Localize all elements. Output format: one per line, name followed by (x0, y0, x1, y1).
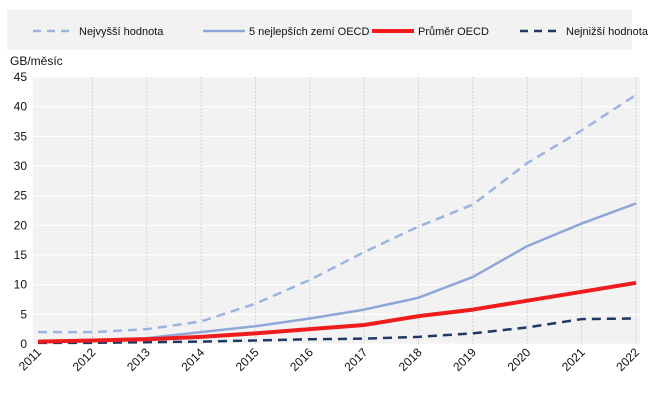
x-tick-label: 2015 (233, 345, 262, 374)
x-axis-ticks: 2011 2012 2013 2014 2015 2016 2017 2018 2019 2020… (16, 345, 642, 374)
y-tick-label: 15 (14, 248, 28, 262)
y-tick-label: 35 (14, 129, 28, 143)
y-tick-label: 0 (20, 337, 27, 351)
x-tick-label: 2014 (178, 345, 207, 374)
x-tick-label: 2020 (505, 345, 534, 374)
y-tick-label: 20 (14, 218, 28, 232)
y-tick-label: 10 (14, 278, 28, 292)
x-tick-label: 2022 (613, 345, 642, 374)
x-tick-label: 2018 (396, 345, 425, 374)
series-lines (37, 93, 637, 345)
x-tick-label: 2021 (559, 345, 588, 374)
legend-label: Nejvyšší hodnota (79, 26, 164, 38)
y-tick-label: 40 (14, 100, 28, 114)
series-line (38, 317, 637, 345)
y-axis-ticks: 0 5 10 15 20 25 30 35 40 45 (14, 70, 28, 351)
x-tick-label: 2012 (70, 345, 99, 374)
legend-label: Průměr OECD (418, 26, 489, 38)
gridlines (33, 76, 640, 345)
x-tick-label: 2016 (287, 345, 316, 374)
plot-area (33, 77, 640, 344)
legend: Nejvyšší hodnota 5 nejlepších zemí OECD Pr… (33, 26, 649, 38)
legend-label: Nejnižší hodnota (566, 26, 649, 38)
y-tick-label: 30 (14, 159, 28, 173)
series-line (37, 280, 637, 344)
y-tick-label: 5 (20, 307, 27, 321)
x-tick-label: 2019 (450, 345, 479, 374)
x-tick-label: 2013 (124, 345, 153, 374)
legend-label: 5 nejlepších zemí OECD (249, 26, 369, 38)
y-axis-unit-label: GB/měsíc (10, 54, 63, 68)
y-tick-label: 45 (14, 70, 28, 84)
y-tick-label: 25 (14, 189, 28, 203)
x-tick-label: 2017 (342, 345, 371, 374)
